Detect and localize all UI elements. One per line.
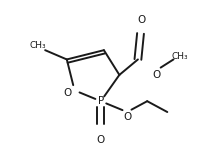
Text: O: O (137, 15, 145, 25)
Text: CH₃: CH₃ (30, 41, 46, 50)
Text: O: O (123, 112, 131, 122)
Text: CH₃: CH₃ (171, 52, 188, 61)
Text: O: O (97, 135, 105, 145)
Text: O: O (63, 88, 72, 98)
Text: P: P (98, 96, 104, 106)
Text: O: O (152, 70, 160, 80)
